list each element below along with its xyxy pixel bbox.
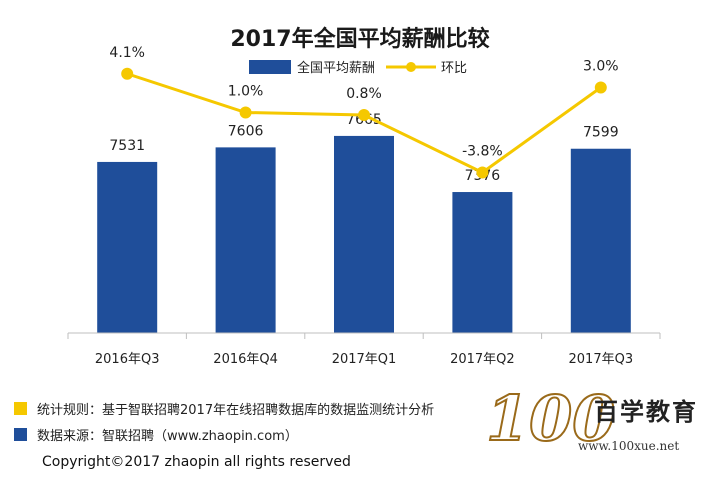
logo-100xue: 100 百学教育 www.100xue.net: [482, 380, 712, 460]
note-marker-blue: [14, 428, 27, 441]
line-value-label: 1.0%: [228, 84, 264, 100]
copyright-text: Copyright©2017 zhaopin all rights reserv…: [42, 454, 351, 470]
line-value-label: 4.1%: [109, 45, 145, 61]
line-point: [358, 109, 370, 121]
note-data-source: 数据来源：智联招聘（www.zhaopin.com）: [14, 425, 298, 444]
legend-marker-mom: [406, 62, 416, 72]
x-tick-label: 2017年Q1: [332, 352, 397, 367]
line-point: [476, 166, 489, 179]
line-value-label: -3.8%: [462, 144, 503, 160]
line-point: [121, 67, 134, 80]
legend: 全国平均薪酬 环比: [249, 60, 467, 76]
line-point: [239, 106, 252, 119]
legend-swatch-bar: [249, 60, 291, 74]
bar-value-label: 7599: [583, 125, 619, 141]
bar-value-label: 7606: [228, 123, 264, 139]
note-stat-rule-text: 统计规则：基于智联招聘2017年在线招聘数据库的数据监测统计分析: [37, 403, 435, 418]
bar: [97, 161, 158, 333]
legend-label-mom: 环比: [441, 61, 467, 76]
line-series: 4.1% 1.0% 0.8% -3.8% 3.0%: [109, 45, 619, 179]
logo-digits: 100: [486, 382, 615, 455]
note-stat-rule: 统计规则：基于智联招聘2017年在线招聘数据库的数据监测统计分析: [14, 399, 434, 418]
legend-label-salary: 全国平均薪酬: [297, 60, 375, 76]
x-tick-label: 2017年Q2: [450, 352, 515, 367]
x-tick-label: 2016年Q4: [213, 352, 278, 367]
bar: [215, 147, 276, 333]
bar: [570, 148, 631, 333]
logo-url: www.100xue.net: [578, 439, 679, 453]
line-point: [594, 81, 607, 94]
line-value-label: 3.0%: [583, 59, 619, 75]
bar: [334, 135, 394, 333]
bar-value-label: 7531: [109, 138, 145, 154]
bar: [452, 192, 513, 333]
note-marker-yellow: [14, 402, 27, 415]
logo-backdrop: [482, 380, 712, 460]
line-value-label: 0.8%: [346, 86, 382, 102]
x-tick-label: 2016年Q3: [95, 352, 160, 367]
chart-title: 2017年全国平均薪酬比较: [230, 26, 489, 52]
logo-name: 百学教育: [594, 398, 698, 426]
x-tick-label: 2017年Q3: [569, 352, 634, 367]
bars: 75317606766573767599: [97, 112, 631, 333]
note-data-source-text: 数据来源：智联招聘（www.zhaopin.com）: [37, 429, 298, 444]
x-axis: 2016年Q3 2016年Q4 2017年Q1 2017年Q2 2017年Q3: [67, 332, 661, 367]
